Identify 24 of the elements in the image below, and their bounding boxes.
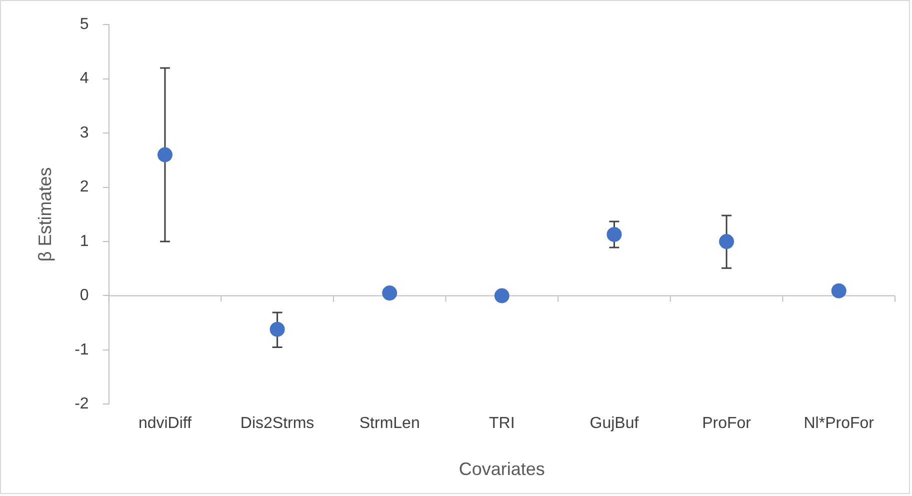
- y-tick-label: -2: [74, 396, 89, 413]
- point: [606, 226, 622, 242]
- y-tick-label: 0: [80, 287, 89, 304]
- point: [382, 286, 398, 301]
- y-tick-label: 5: [80, 16, 89, 34]
- point: [157, 147, 172, 162]
- y-tick-label: -1: [74, 341, 89, 358]
- point: [831, 283, 846, 298]
- point: [270, 322, 285, 337]
- x-tick-label: TRI: [489, 415, 515, 432]
- x-tick-label: GujBuf: [590, 415, 640, 432]
- x-tick-label: ndviDiff: [138, 415, 192, 432]
- y-tick-label: 4: [80, 70, 89, 88]
- y-tick-label: 3: [80, 124, 89, 142]
- x-tick-label: Nl*ProFor: [804, 415, 875, 432]
- x-tick-label: StrmLen: [359, 415, 420, 432]
- x-tick-label: Dis2Strms: [240, 415, 314, 432]
- point: [719, 234, 734, 250]
- y-tick-label: 1: [80, 232, 89, 250]
- y-tick-label: 2: [80, 178, 89, 196]
- y-axis-title: β Estimates: [34, 167, 55, 262]
- x-tick-label: ProFor: [702, 415, 752, 432]
- x-axis-title: Covariates: [458, 459, 545, 480]
- point: [494, 288, 510, 304]
